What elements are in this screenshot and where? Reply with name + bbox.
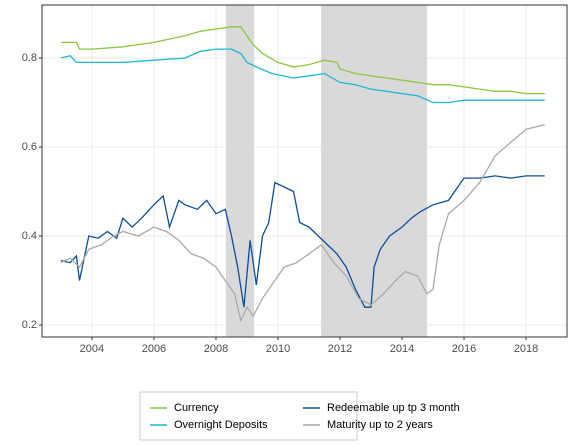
series-line bbox=[60, 175, 545, 308]
legend-label: Currency bbox=[174, 402, 219, 414]
x-tick-label: 2006 bbox=[142, 343, 166, 355]
y-tick-label: 0.2 bbox=[22, 319, 37, 331]
x-tick-label: 2018 bbox=[514, 343, 538, 355]
x-tick-label: 2010 bbox=[266, 343, 290, 355]
y-tick-label: 0.6 bbox=[22, 141, 37, 153]
x-tick-label: 2004 bbox=[80, 343, 104, 355]
plot-border bbox=[41, 4, 568, 338]
legend-box bbox=[139, 391, 358, 441]
x-tick-label: 2012 bbox=[328, 343, 352, 355]
legend-label: Redeemable up tp 3 month bbox=[327, 402, 460, 414]
legend-label: Maturity up to 2 years bbox=[327, 419, 433, 431]
shaded-period bbox=[321, 5, 428, 337]
series-line bbox=[60, 26, 545, 95]
y-tick-label: 0.8 bbox=[22, 52, 37, 64]
legend: Currency Overnight Deposits Redeemable up … bbox=[139, 391, 460, 441]
y-tick-label: 0.4 bbox=[22, 230, 37, 242]
x-tick-label: 2016 bbox=[452, 343, 476, 355]
series-line bbox=[60, 48, 545, 104]
legend-label: Overnight Deposits bbox=[174, 419, 268, 431]
x-tick-label: 2014 bbox=[390, 343, 414, 355]
plot-background bbox=[42, 5, 567, 337]
x-tick-label: 2008 bbox=[204, 343, 228, 355]
series-line bbox=[60, 124, 545, 323]
